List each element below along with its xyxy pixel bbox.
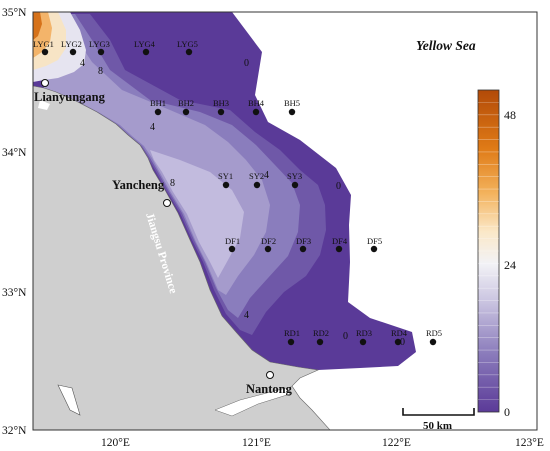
station-marker-icon	[299, 245, 307, 253]
station-label: RD1	[284, 328, 300, 338]
contour-label: 0	[343, 331, 348, 342]
station-marker-icon	[287, 338, 295, 346]
contour-label: 8	[98, 66, 103, 77]
station-label: RD3	[356, 328, 372, 338]
station-marker-icon	[291, 181, 299, 189]
station-marker-icon	[97, 48, 105, 56]
station-label: DF2	[261, 236, 276, 246]
contour-label: 0	[244, 58, 249, 69]
colorbar-tick: 48	[504, 108, 516, 122]
station-label: DF1	[225, 236, 240, 246]
station-marker-icon	[228, 245, 236, 253]
station-label: SY3	[287, 171, 302, 181]
station-label: LYG3	[89, 39, 110, 49]
lon-axis: 120°E 121°E 122°E 123°E	[101, 437, 544, 449]
station-marker-icon	[316, 338, 324, 346]
station-label: BH2	[178, 98, 194, 108]
station-label: RD4	[391, 328, 408, 338]
station-marker-icon	[288, 108, 296, 116]
lat-label: 33°N	[2, 287, 27, 299]
lon-label: 122°E	[382, 437, 411, 449]
yangtze-estuary	[214, 387, 291, 417]
city-label: Nantong	[246, 382, 293, 396]
small-island	[57, 384, 81, 416]
station-label: LYG2	[61, 39, 82, 49]
contour-label: 4	[150, 122, 155, 133]
city-label: Yancheng	[112, 178, 165, 192]
map-frame	[32, 11, 538, 431]
station-label: LYG5	[177, 39, 198, 49]
station-label: DF5	[367, 236, 382, 246]
scale-bar: 50 km	[402, 408, 475, 432]
city-markers: Lianyungang Yancheng Nantong	[34, 79, 293, 396]
colorbar-gradient	[477, 89, 500, 413]
station-label: BH1	[150, 98, 166, 108]
station-marker-icon	[359, 338, 367, 346]
city-marker-icon	[163, 199, 171, 207]
city-marker-icon	[266, 371, 274, 379]
station-label: LYG4	[134, 39, 156, 49]
bay-notch	[38, 100, 50, 110]
contour-label: 0	[336, 181, 341, 192]
station-label: RD5	[426, 328, 442, 338]
station-marker-icon	[253, 181, 261, 189]
city-marker-icon	[41, 79, 49, 87]
lat-axis: 35°N 34°N 33°N 32°N	[2, 7, 27, 437]
contour-band-inner	[150, 150, 244, 278]
station-label: BH3	[213, 98, 229, 108]
station-label: RD2	[313, 328, 329, 338]
station-marker-icon	[370, 245, 378, 253]
scale-bar-label: 50 km	[423, 420, 452, 432]
station-marker-icon	[429, 338, 437, 346]
station-label: DF4	[332, 236, 348, 246]
station-marker-icon	[142, 48, 150, 56]
land-jiangsu	[33, 85, 331, 430]
stations: LYG1 LYG2 LYG3 LYG4 LYG5 BH1 BH2 BH3 BH4…	[33, 39, 442, 346]
lat-label: 32°N	[2, 425, 27, 437]
contour-label: 8	[170, 178, 175, 189]
contour-band-orange-0	[33, 12, 42, 40]
station-marker-icon	[217, 108, 225, 116]
colorbar-tick: 0	[504, 405, 510, 419]
station-marker-icon	[222, 181, 230, 189]
lon-label: 120°E	[101, 437, 130, 449]
station-marker-icon	[252, 108, 260, 116]
contour-label: 4	[264, 170, 269, 181]
city-label: Lianyungang	[34, 90, 106, 104]
colorbar-tick: 24	[504, 258, 516, 272]
station-marker-icon	[69, 48, 77, 56]
colorbar-bands	[478, 102, 499, 400]
station-label: SY1	[218, 171, 233, 181]
sea-label: Yellow Sea	[416, 38, 476, 53]
lon-label: 123°E	[515, 437, 544, 449]
lat-label: 35°N	[2, 7, 27, 19]
station-marker-icon	[335, 245, 343, 253]
lon-label: 121°E	[242, 437, 271, 449]
station-label: BH5	[284, 98, 300, 108]
station-marker-icon	[182, 108, 190, 116]
station-label: SY2	[249, 171, 264, 181]
station-marker-icon	[154, 108, 162, 116]
station-label: DF3	[296, 236, 311, 246]
station-marker-icon	[264, 245, 272, 253]
station-label: LYG1	[33, 39, 54, 49]
station-marker-icon	[394, 338, 402, 346]
scale-bar-line	[402, 408, 475, 416]
contour-labels: 4 8 0 4 8 4 0 4 0 0	[80, 58, 405, 348]
contour-label: 0	[400, 337, 405, 348]
lat-label: 34°N	[2, 147, 27, 159]
contour-label: 4	[80, 58, 85, 69]
station-marker-icon	[185, 48, 193, 56]
station-label: BH4	[248, 98, 265, 108]
colorbar: 48 24 0	[477, 89, 516, 419]
station-marker-icon	[41, 48, 49, 56]
contour-label: 4	[244, 310, 249, 321]
